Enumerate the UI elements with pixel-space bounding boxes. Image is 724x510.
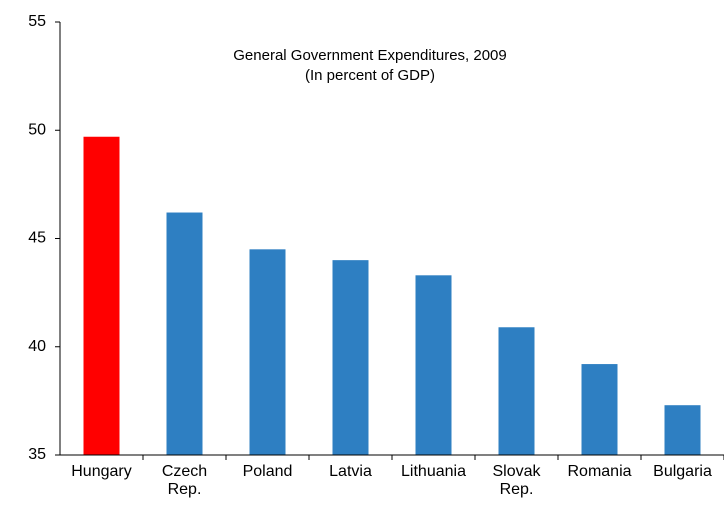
y-tick-label: 35 [28,446,46,463]
x-tick-label: Latvia [329,463,372,480]
bar [83,136,120,455]
bar [581,364,618,455]
x-tick-label: Lithuania [401,463,466,480]
bar [166,212,203,455]
y-tick-label: 50 [28,121,46,138]
bar [332,260,369,455]
y-tick-label: 40 [28,338,46,355]
x-tick-label: Slovak Rep. [492,463,541,498]
bar [249,249,286,455]
chart-title: General Government Expenditures, 2009 [233,47,507,64]
y-tick-label: 55 [28,13,46,30]
x-tick-label: Hungary [71,463,131,480]
x-tick-label: Romania [567,463,631,480]
bar [415,275,452,455]
bar [498,327,535,455]
x-tick-label: Czech Rep. [162,463,207,498]
y-tick-label: 45 [28,230,46,247]
x-tick-label: Bulgaria [653,463,712,480]
x-tick-label: Poland [243,463,293,480]
chart-subtitle: (In percent of GDP) [305,67,435,84]
bar [664,405,701,455]
